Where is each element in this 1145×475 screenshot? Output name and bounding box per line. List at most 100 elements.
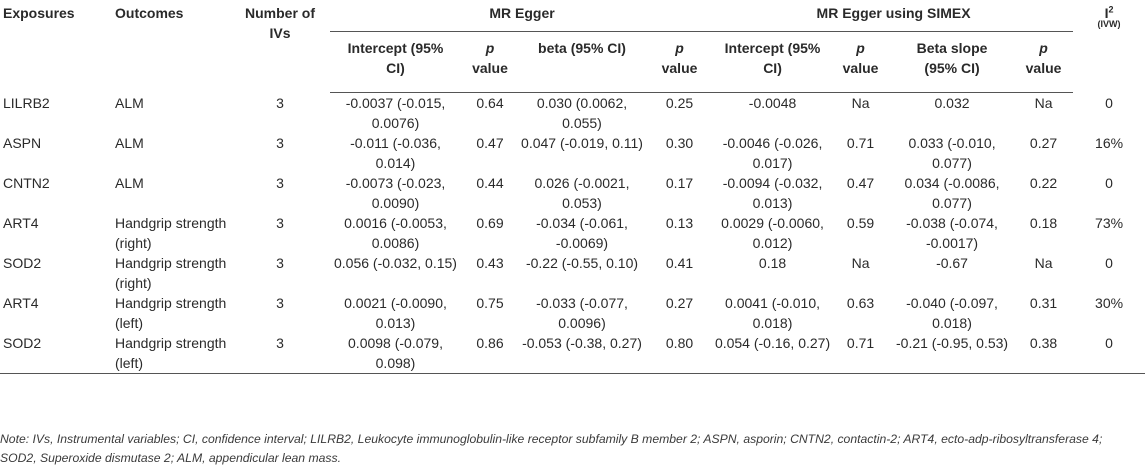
- cell-egger-p1: 0.43: [476, 255, 504, 271]
- cell-ivs: 3: [276, 215, 284, 231]
- cell-egger-p1: 0.86: [461, 333, 519, 374]
- mr-egger-table: Exposures Outcomes Number of IVs MR Egge…: [0, 3, 1145, 374]
- cell-simex-p1: 0.63: [846, 295, 875, 311]
- cell-egger-intercept: 0.056 (-0.032, 0.15): [334, 255, 457, 271]
- cell-simex-p1: 0.47: [846, 175, 875, 191]
- table-row: ART4 Handgrip strength (left) 3 0.0021 (…: [0, 293, 1145, 333]
- cell-egger-beta: -0.053 (-0.38, 0.27): [519, 333, 645, 374]
- cell-egger-beta: 0.026 (-0.0021, 0.053): [534, 175, 630, 211]
- header-i2-letter: I: [1104, 5, 1109, 21]
- header-egger-p1-rest: value: [472, 60, 508, 76]
- cell-outcome: ALM: [115, 175, 144, 191]
- cell-egger-intercept: -0.0037 (-0.015, 0.0076): [345, 95, 446, 131]
- header-simex-p2: p value: [1014, 31, 1074, 93]
- header-simex-beta: Beta slope (95% CI): [890, 31, 1015, 93]
- cell-egger-intercept: -0.0073 (-0.023, 0.0090): [345, 175, 446, 211]
- header-simex-p2-italic: p: [1039, 40, 1048, 56]
- cell-egger-p2: 0.30: [665, 135, 694, 151]
- cell-simex-p2: 0.27: [1029, 135, 1058, 151]
- cell-i2: 73%: [1095, 215, 1124, 231]
- cell-simex-p2: Na: [1034, 255, 1053, 271]
- cell-outcome: Handgrip strength (left): [115, 295, 227, 331]
- header-egger-beta: beta (95% CI): [519, 31, 645, 93]
- cell-simex-intercept: 0.054 (-0.16, 0.27): [714, 333, 832, 374]
- cell-ivs: 3: [276, 135, 284, 151]
- cell-simex-intercept: 0.0029 (-0.0060, 0.012): [721, 215, 824, 251]
- cell-ivs: 3: [276, 94, 284, 111]
- cell-egger-p2: 0.27: [665, 295, 694, 311]
- cell-simex-beta: -0.21 (-0.95, 0.53): [890, 333, 1015, 374]
- cell-simex-p1: Na: [851, 255, 870, 271]
- cell-ivs: 3: [276, 255, 284, 271]
- header-simex-intercept-text: Intercept (95% CI): [724, 40, 821, 76]
- table-footnote: Note: IVs, Instrumental variables; CI, c…: [0, 432, 1103, 465]
- cell-simex-intercept: -0.0094 (-0.032, 0.013): [722, 175, 823, 211]
- cell-egger-p1: 0.69: [476, 215, 504, 231]
- cell-simex-beta: -0.038 (-0.074, -0.0017): [906, 215, 998, 251]
- cell-simex-beta: 0.032: [934, 95, 970, 111]
- header-i2: I2 (IVW): [1073, 3, 1145, 93]
- table-body: LILRB2 ALM 3 -0.0037 (-0.015, 0.0076) 0.…: [0, 93, 1145, 374]
- cell-simex-p1: 0.59: [846, 215, 875, 231]
- table-row: LILRB2 ALM 3 -0.0037 (-0.015, 0.0076) 0.…: [0, 93, 1145, 134]
- header-simex-p1-rest: value: [842, 60, 879, 76]
- cell-simex-intercept: 0.18: [758, 255, 787, 271]
- cell-i2: 0: [1073, 333, 1145, 374]
- header-simex-p2-rest: value: [1025, 60, 1062, 76]
- cell-simex-p1: 0.71: [846, 135, 875, 151]
- header-simex-intercept: Intercept (95% CI): [714, 31, 832, 93]
- table-row: ART4 Handgrip strength (right) 3 0.0016 …: [0, 213, 1145, 253]
- header-i2-sup: 2: [1108, 4, 1114, 15]
- cell-simex-p2: 0.22: [1029, 175, 1058, 191]
- cell-ivs: 3: [276, 295, 284, 311]
- cell-egger-beta: -0.22 (-0.55, 0.10): [525, 255, 639, 271]
- table-header: Exposures Outcomes Number of IVs MR Egge…: [0, 3, 1145, 93]
- header-egger-p2-rest: value: [661, 60, 698, 76]
- cell-egger-beta: -0.033 (-0.077, 0.0096): [536, 295, 628, 331]
- cell-simex-intercept: -0.0048: [748, 95, 797, 111]
- cell-exposure: LILRB2: [3, 94, 50, 111]
- cell-i2: 30%: [1095, 295, 1124, 311]
- cell-simex-intercept: -0.0046 (-0.026, 0.017): [722, 135, 823, 171]
- cell-egger-p1: 0.75: [476, 295, 504, 311]
- cell-egger-intercept: 0.0021 (-0.0090, 0.013): [344, 295, 447, 331]
- cell-egger-p2: 0.80: [645, 333, 715, 374]
- cell-egger-intercept: -0.011 (-0.036, 0.014): [350, 135, 441, 171]
- cell-i2: 0: [1105, 175, 1113, 191]
- cell-i2: 0: [1105, 255, 1113, 271]
- header-egger-intercept: Intercept (95% CI): [330, 31, 461, 93]
- header-simex-p1-italic: p: [856, 40, 865, 56]
- header-egger-p1-italic: p: [485, 40, 495, 56]
- cell-egger-p2: 0.41: [665, 255, 694, 271]
- table-row: SOD2 Handgrip strength (left) 3 0.0098 (…: [0, 333, 1145, 374]
- cell-i2: 16%: [1095, 135, 1124, 151]
- cell-egger-p1: 0.44: [476, 175, 504, 191]
- cell-simex-beta: 0.033 (-0.010, 0.077): [908, 135, 996, 171]
- header-number-of-ivs-text: Number of IVs: [245, 5, 315, 41]
- cell-exposure: CNTN2: [3, 175, 50, 191]
- cell-egger-beta: 0.030 (0.0062, 0.055): [536, 95, 628, 131]
- cell-exposure: ASPN: [3, 135, 42, 151]
- cell-egger-intercept: 0.0098 (-0.079, 0.098): [330, 333, 461, 374]
- cell-exposure: SOD2: [0, 333, 112, 374]
- header-simex-beta-text: Beta slope (95% CI): [916, 40, 988, 76]
- header-outcomes: Outcomes: [115, 5, 184, 21]
- cell-simex-p2: Na: [1034, 95, 1053, 111]
- cell-egger-intercept: 0.0016 (-0.0053, 0.0086): [344, 215, 447, 251]
- header-exposures: Exposures: [3, 5, 75, 21]
- cell-simex-beta: 0.034 (-0.0086, 0.077): [904, 175, 1000, 211]
- cell-outcome: ALM: [115, 94, 144, 111]
- cell-egger-beta: -0.034 (-0.061, -0.0069): [536, 215, 628, 251]
- table-row: SOD2 Handgrip strength (right) 3 0.056 (…: [0, 253, 1145, 293]
- cell-egger-p2: 0.13: [665, 215, 694, 231]
- header-mr-egger: MR Egger: [330, 3, 715, 32]
- table-row: ASPN ALM 3 -0.011 (-0.036, 0.014) 0.47 0…: [0, 133, 1145, 173]
- cell-egger-p2: 0.25: [665, 95, 694, 111]
- header-mr-egger-simex: MR Egger using SIMEX: [714, 3, 1074, 32]
- cell-exposure: ART4: [3, 215, 39, 231]
- table-row: CNTN2 ALM 3 -0.0073 (-0.023, 0.0090) 0.4…: [0, 173, 1145, 213]
- cell-outcome: ALM: [115, 135, 144, 151]
- cell-exposure: ART4: [3, 295, 39, 311]
- header-simex-p1: p value: [831, 31, 891, 93]
- cell-egger-p2: 0.17: [665, 175, 694, 191]
